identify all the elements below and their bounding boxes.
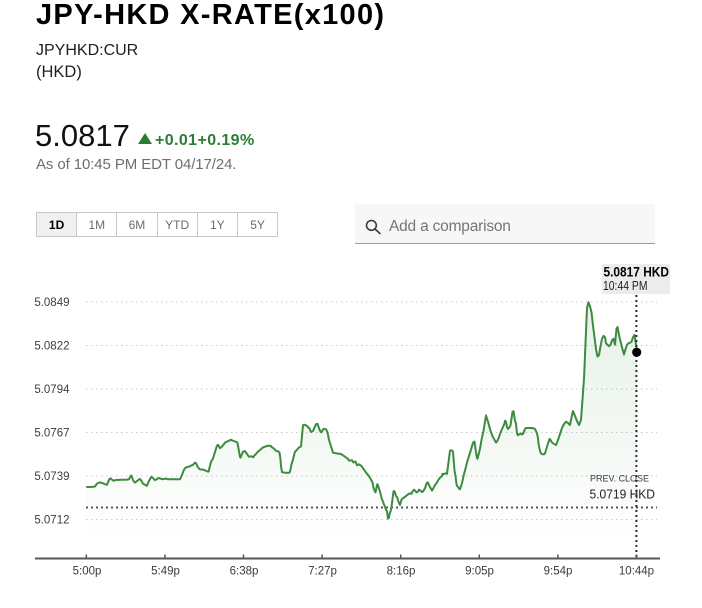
svg-text:9:54p: 9:54p xyxy=(544,565,573,577)
svg-text:5:49p: 5:49p xyxy=(151,565,180,577)
svg-text:5.0712: 5.0712 xyxy=(34,515,69,527)
svg-text:6:38p: 6:38p xyxy=(230,565,259,577)
svg-text:5.0817 HKD: 5.0817 HKD xyxy=(604,265,670,280)
svg-text:5.0719 HKD: 5.0719 HKD xyxy=(590,487,656,502)
svg-text:5.0822: 5.0822 xyxy=(34,341,69,353)
svg-text:9:05p: 9:05p xyxy=(465,565,494,577)
svg-text:5.0794: 5.0794 xyxy=(34,384,70,396)
svg-text:5:00p: 5:00p xyxy=(73,565,102,577)
svg-text:5.0739: 5.0739 xyxy=(34,471,69,483)
svg-text:8:16p: 8:16p xyxy=(387,565,416,577)
svg-text:10:44p: 10:44p xyxy=(619,565,654,577)
svg-text:5.0767: 5.0767 xyxy=(34,428,69,440)
svg-text:PREV. CLOSE: PREV. CLOSE xyxy=(590,474,649,484)
svg-text:10:44 PM: 10:44 PM xyxy=(603,278,648,293)
svg-text:7:27p: 7:27p xyxy=(308,565,337,577)
svg-text:5.0849: 5.0849 xyxy=(34,297,69,309)
